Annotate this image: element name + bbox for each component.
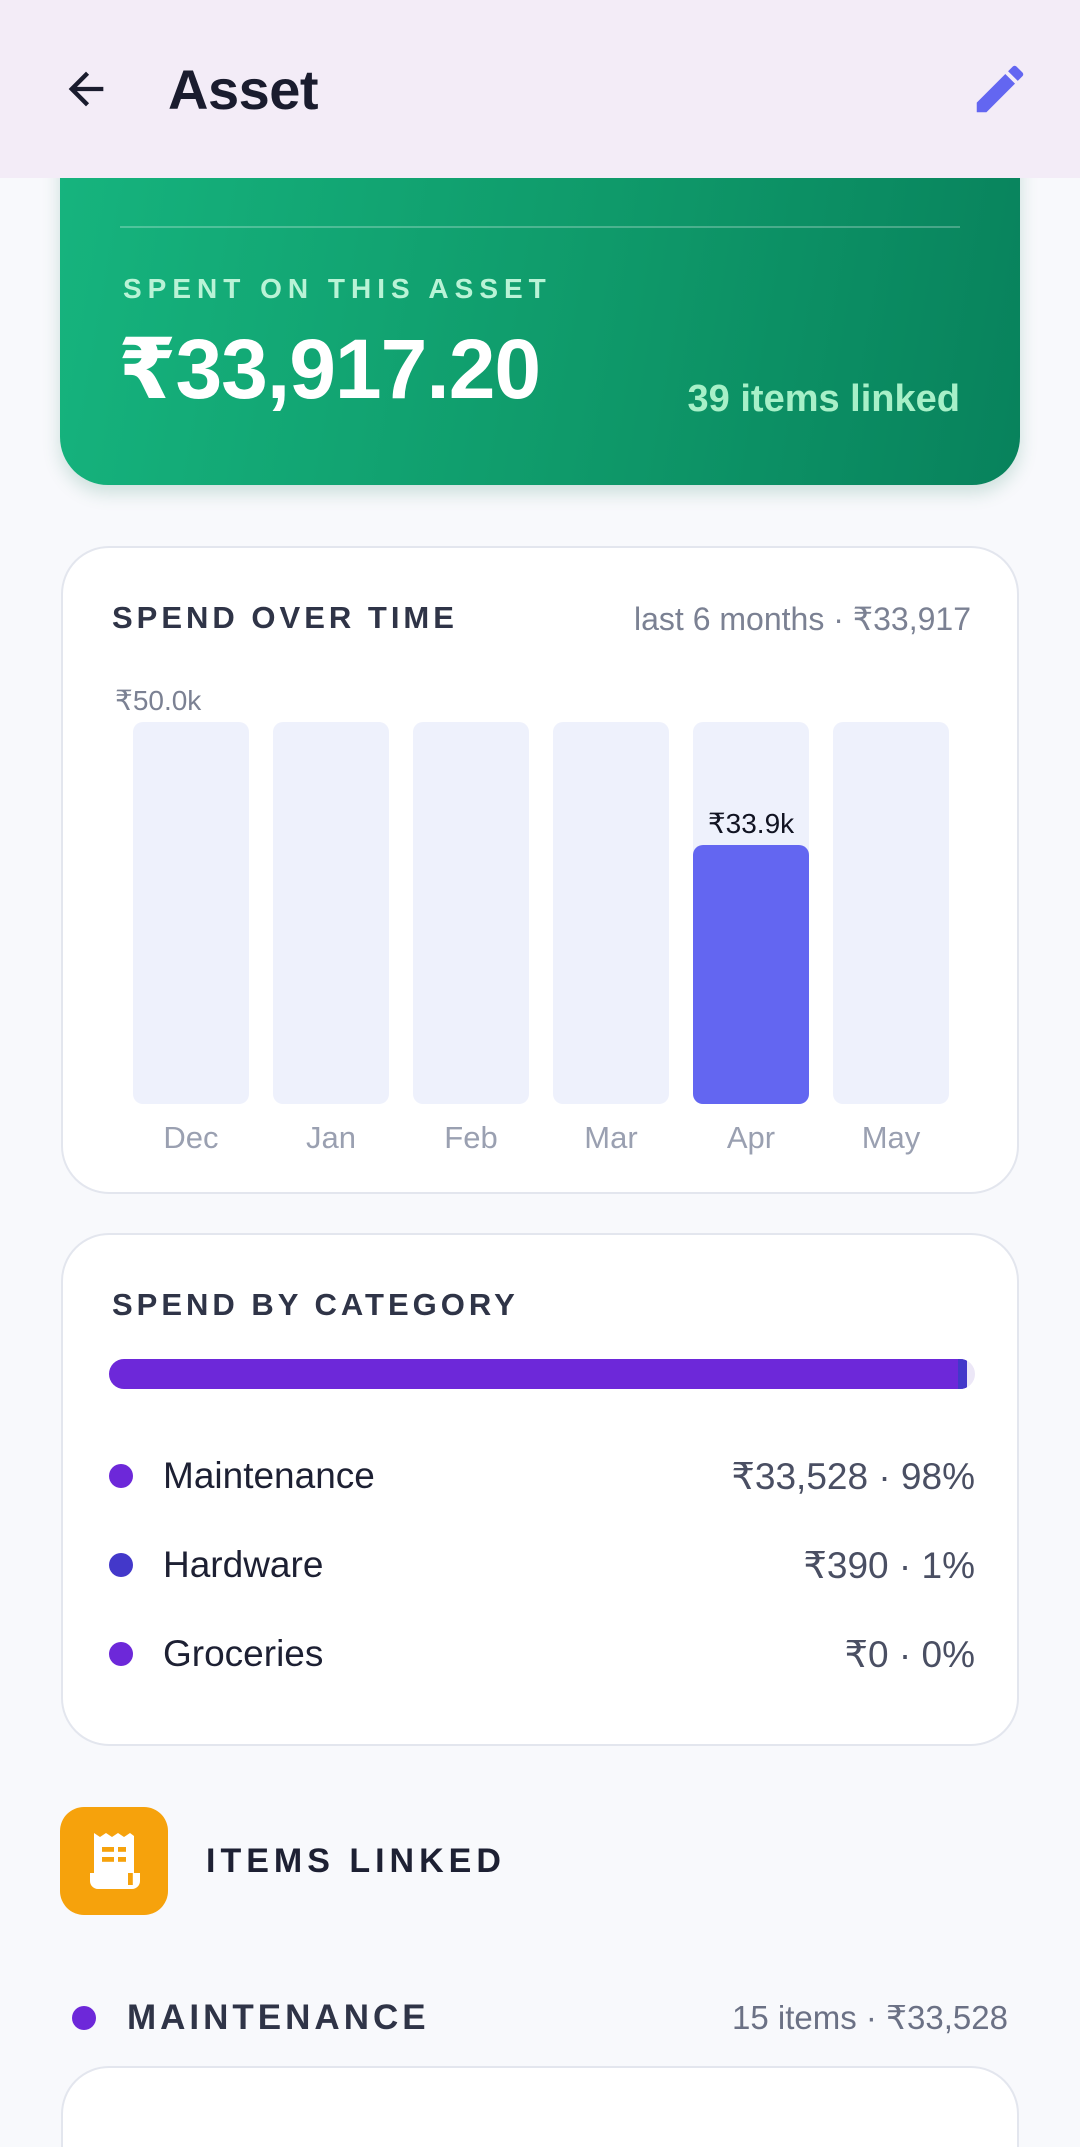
receipt-icon-tile <box>60 1807 168 1915</box>
category-value: ₹0 · 0% <box>844 1633 975 1675</box>
app-bar: Asset <box>0 0 1080 178</box>
category-row-hardware[interactable]: Hardware ₹390 · 1% <box>109 1535 975 1595</box>
bar-track-dec[interactable] <box>133 722 249 1104</box>
arrow-left-icon <box>68 71 104 107</box>
category-dot <box>109 1642 133 1666</box>
asset-summary-card: machine SPENT ON THIS ASSET ₹33,917.20 3… <box>60 120 1020 485</box>
spend-bar-chart: Dec Jan Feb Mar ₹33.9k Apr May <box>133 722 973 1155</box>
category-value: ₹33,528 · 98% <box>731 1455 975 1497</box>
items-linked-count: 39 items linked <box>687 378 960 420</box>
bar-track-mar[interactable] <box>553 722 669 1104</box>
page-title: Asset <box>168 57 319 121</box>
y-axis-max-label: ₹50.0k <box>115 685 202 716</box>
pencil-icon <box>976 65 1024 113</box>
group-meta: 15 items · ₹33,528 <box>732 1999 1008 2036</box>
spent-amount: ₹33,917.20 <box>118 322 541 416</box>
spend-over-time-subtitle: last 6 months · ₹33,917 <box>634 601 971 637</box>
bar-apr <box>693 845 809 1104</box>
group-name: MAINTENANCE <box>127 1998 430 2037</box>
bar-track-apr[interactable]: ₹33.9k <box>693 722 809 1104</box>
group-dot <box>72 2006 96 2030</box>
hero-divider <box>120 226 960 228</box>
spent-label: SPENT ON THIS ASSET <box>123 273 552 304</box>
category-value: ₹390 · 1% <box>803 1544 975 1586</box>
x-tick-label: Mar <box>584 1120 638 1155</box>
edit-button[interactable] <box>960 49 1040 129</box>
spend-by-category-title: SPEND BY CATEGORY <box>112 1287 519 1322</box>
category-share-bar <box>109 1359 975 1389</box>
spend-over-time-card: SPEND OVER TIME last 6 months · ₹33,917 … <box>61 546 1019 1194</box>
category-row-groceries[interactable]: Groceries ₹0 · 0% <box>109 1624 975 1684</box>
category-dot <box>109 1553 133 1577</box>
bar-value-label: ₹33.9k <box>707 808 795 839</box>
spend-over-time-title: SPEND OVER TIME <box>112 600 458 635</box>
x-tick-label: Dec <box>163 1120 219 1155</box>
spend-by-category-card: SPEND BY CATEGORY Maintenance ₹33,528 · … <box>61 1233 1019 1746</box>
bar-track-may[interactable] <box>833 722 949 1104</box>
category-name: Hardware <box>163 1544 324 1585</box>
x-tick-label: Jan <box>306 1120 356 1155</box>
x-tick-label: May <box>861 1120 921 1155</box>
category-row-maintenance[interactable]: Maintenance ₹33,528 · 98% <box>109 1446 975 1506</box>
bar-track-jan[interactable] <box>273 722 389 1104</box>
bar-track-feb[interactable] <box>413 722 529 1104</box>
x-tick-label: Feb <box>444 1120 498 1155</box>
category-dot <box>109 1464 133 1488</box>
category-name: Groceries <box>163 1633 324 1674</box>
x-tick-label: Apr <box>726 1120 776 1155</box>
receipt-icon <box>90 1833 140 1889</box>
items-list-card[interactable] <box>61 2066 1019 2147</box>
category-segment <box>109 1359 966 1389</box>
category-name: Maintenance <box>163 1455 375 1496</box>
category-segment <box>958 1359 967 1389</box>
items-linked-title: ITEMS LINKED <box>206 1842 506 1880</box>
back-button[interactable] <box>56 59 116 119</box>
